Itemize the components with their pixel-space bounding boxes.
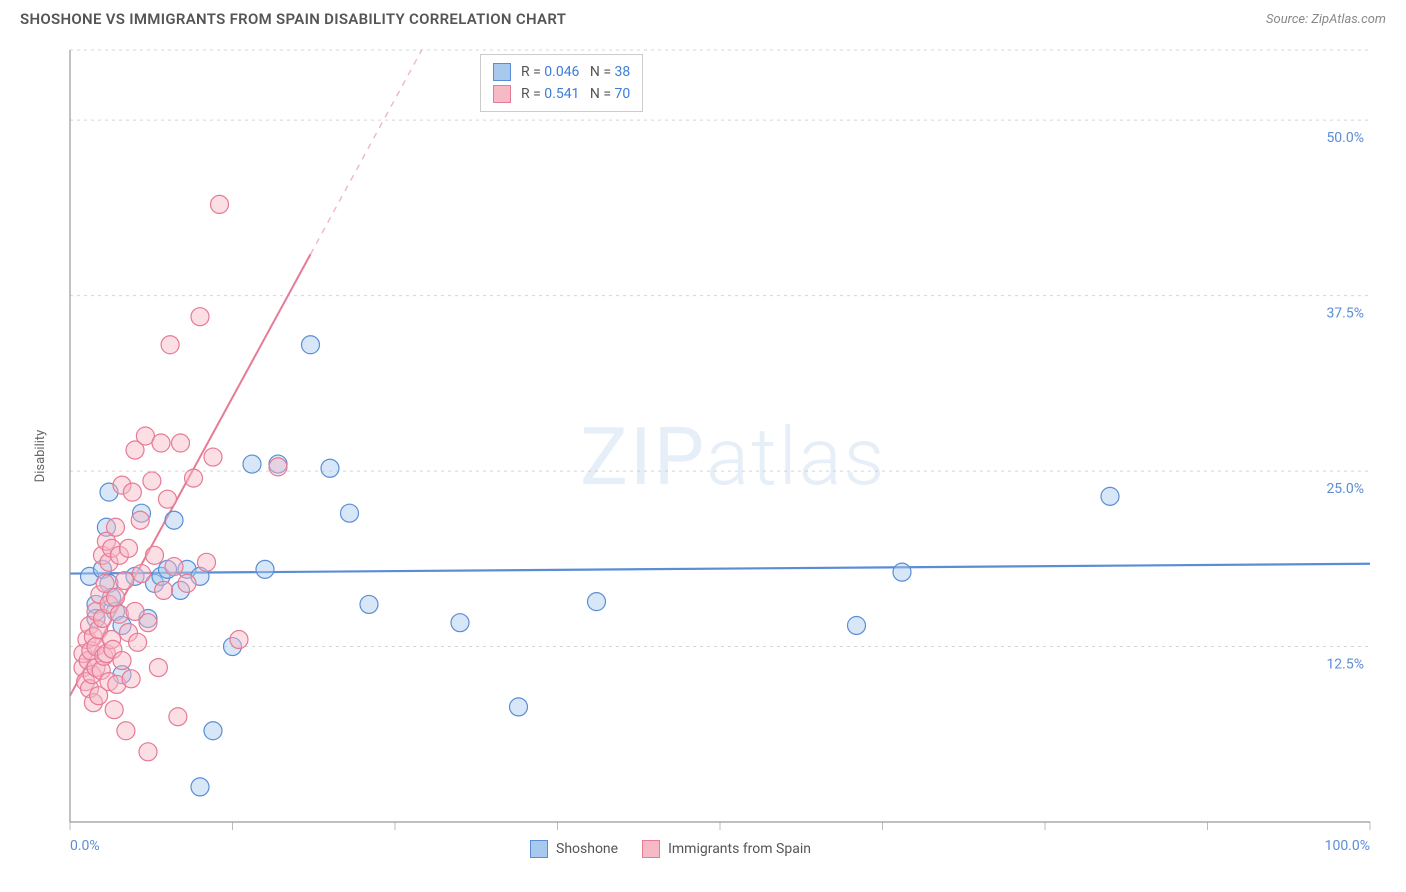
legend-swatch [530,840,548,858]
data-point [588,593,606,611]
data-point [360,595,378,613]
data-point [172,434,190,452]
data-point [893,563,911,581]
legend-swatch [642,840,660,858]
correlation-legend: R = 0.046 N = 38R = 0.541 N = 70 [480,54,643,112]
chart-container: Disability 12.5% 25.0% 37.5% 50.0% 0.0% 100.0… [20,40,1386,872]
data-point [139,743,157,761]
data-point [165,511,183,529]
data-point [143,472,161,490]
series-legend-item: Shoshone [530,840,618,858]
data-point [256,560,274,578]
series-name: Shoshone [556,841,618,857]
x-tick-label: 100.0% [1325,838,1370,854]
series-legend-item: Immigrants from Spain [642,840,811,858]
y-axis-label: Disability [33,430,48,483]
data-point [165,558,183,576]
data-point [243,455,261,473]
data-point [107,588,125,606]
legend-row: R = 0.046 N = 38 [493,61,630,83]
data-point [110,605,128,623]
legend-stats: R = 0.046 N = 38 [521,61,630,83]
data-point [117,722,135,740]
data-point [146,546,164,564]
data-point [1101,487,1119,505]
chart-title: SHOSHONE VS IMMIGRANTS FROM SPAIN DISABI… [20,10,566,28]
legend-swatch [493,85,511,103]
data-point [204,722,222,740]
y-tick-label: 12.5% [1326,657,1364,673]
data-point [107,518,125,536]
y-tick-label: 25.0% [1326,481,1364,497]
data-point [113,652,131,670]
data-point [185,469,203,487]
data-point [178,574,196,592]
legend-row: R = 0.541 N = 70 [493,83,630,105]
data-point [122,670,140,688]
data-point [139,614,157,632]
data-point [198,553,216,571]
x-tick-label: 0.0% [70,838,100,854]
data-point [269,458,287,476]
data-point [120,539,138,557]
data-point [149,659,167,677]
data-point [302,336,320,354]
data-point [169,708,187,726]
data-point [123,483,141,501]
series-name: Immigrants from Spain [668,841,811,857]
data-point [321,459,339,477]
legend-stats: R = 0.541 N = 70 [521,83,630,105]
legend-swatch [493,63,511,81]
data-point [211,195,229,213]
data-point [133,565,151,583]
data-point [451,614,469,632]
scatter-chart: 12.5% 25.0% 37.5% 50.0% 0.0% 100.0% [20,40,1386,872]
data-point [155,581,173,599]
trend-line-extension [311,50,422,254]
y-tick-label: 50.0% [1326,130,1364,146]
data-point [129,633,147,651]
data-point [105,701,123,719]
data-point [341,504,359,522]
data-point [152,434,170,452]
y-tick-label: 37.5% [1326,306,1364,322]
data-point [161,336,179,354]
data-point [230,631,248,649]
data-point [848,616,866,634]
data-point [191,308,209,326]
data-point [510,698,528,716]
data-point [131,511,149,529]
data-point [191,778,209,796]
series-legend: Shoshone Immigrants from Spain [530,840,811,858]
data-point [204,448,222,466]
data-point [116,572,134,590]
source-attribution: Source: ZipAtlas.com [1266,12,1386,27]
data-point [159,490,177,508]
